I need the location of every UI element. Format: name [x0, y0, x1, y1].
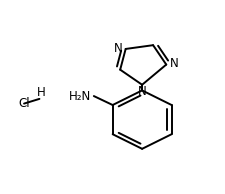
Text: N: N: [114, 42, 122, 55]
Text: N: N: [170, 57, 178, 70]
Text: H: H: [37, 86, 45, 99]
Text: Cl: Cl: [19, 97, 30, 110]
Text: N: N: [138, 85, 146, 98]
Text: H₂N: H₂N: [69, 90, 91, 103]
